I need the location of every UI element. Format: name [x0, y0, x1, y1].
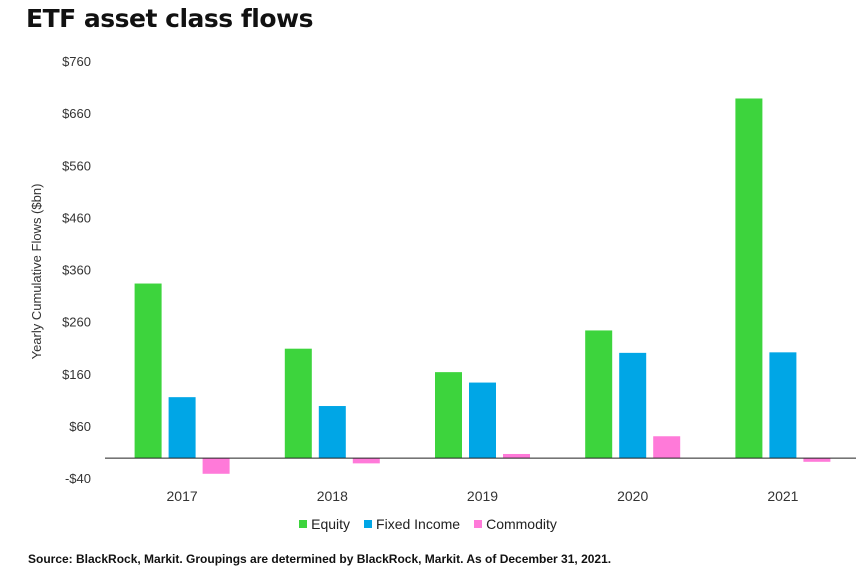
x-tick-label: 2020 — [617, 488, 648, 504]
legend-swatch — [364, 520, 373, 528]
chart-title: ETF asset class flows — [26, 4, 313, 33]
legend-item: Fixed Income — [364, 516, 460, 532]
y-tick-label: $660 — [62, 106, 91, 121]
bar-fixed-income-2021 — [769, 352, 797, 459]
y-axis-label: Yearly Cumulative Flows ($bn) — [29, 184, 44, 360]
chart-legend: Equity Fixed Income Commodity — [0, 516, 856, 532]
y-tick-label: $160 — [62, 367, 91, 382]
legend-label: Fixed Income — [376, 516, 461, 532]
legend-item: Equity — [299, 516, 350, 532]
bar-equity-2020 — [585, 330, 613, 459]
y-tick-label: $460 — [62, 210, 91, 225]
bar-fixed-income-2018 — [318, 406, 346, 459]
legend-swatch — [299, 520, 308, 528]
legend-label: Equity — [311, 516, 351, 532]
y-tick-label: $560 — [62, 158, 91, 173]
source-note: Source: BlackRock, Markit. Groupings are… — [28, 552, 612, 566]
x-tick-label: 2019 — [467, 488, 498, 504]
bar-commodity-2017 — [202, 458, 230, 474]
bar-commodity-2019 — [503, 453, 530, 459]
bar-commodity-2020 — [653, 436, 681, 459]
x-tick-label: 2021 — [767, 488, 798, 504]
y-tick-label: $60 — [69, 419, 91, 434]
bar-fixed-income-2017 — [168, 397, 196, 459]
y-tick-label: $360 — [62, 263, 91, 278]
y-tick-label: -$40 — [65, 471, 91, 486]
bar-fixed-income-2019 — [469, 382, 496, 459]
x-tick-label: 2018 — [317, 488, 348, 504]
bar-equity-2018 — [284, 348, 312, 459]
legend-swatch — [474, 520, 483, 528]
bar-equity-2017 — [134, 283, 162, 459]
x-tick-label: 2017 — [167, 488, 198, 504]
legend-label: Commodity — [486, 516, 557, 532]
legend-item: Commodity — [474, 516, 557, 532]
bar-commodity-2021 — [803, 458, 831, 462]
bar-equity-2021 — [735, 98, 763, 459]
y-tick-label: $760 — [62, 54, 91, 69]
y-tick-label: $260 — [62, 315, 91, 330]
bar-equity-2019 — [435, 372, 462, 459]
bar-fixed-income-2020 — [619, 352, 647, 459]
bar-commodity-2018 — [352, 458, 380, 464]
bar-chart: -$40 $60 $160 $260 $360 $460 $560 $660 $760 Yearl… — [29, 54, 856, 504]
